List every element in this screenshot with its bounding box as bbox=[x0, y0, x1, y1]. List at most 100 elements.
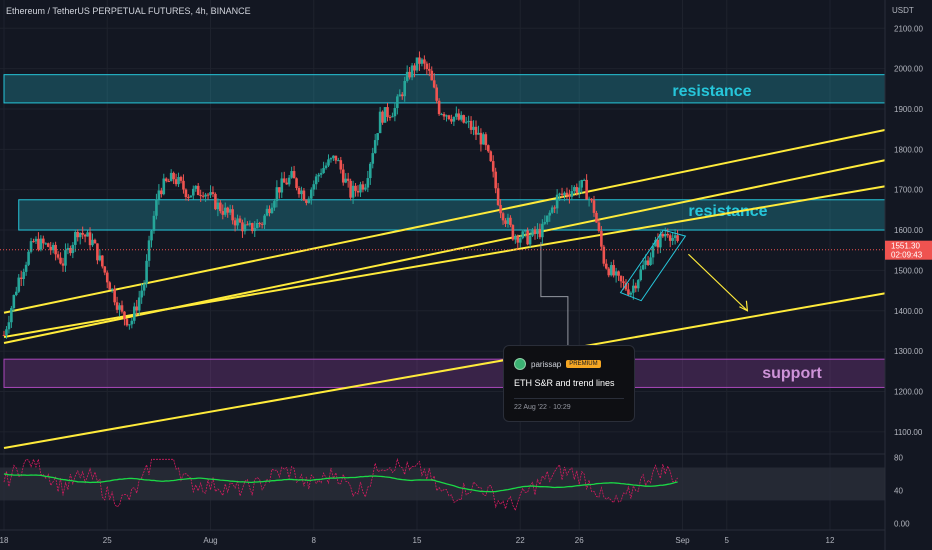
candle-body bbox=[130, 320, 134, 325]
candle-body bbox=[629, 292, 633, 295]
candle-body bbox=[226, 207, 230, 213]
candle-body bbox=[435, 87, 438, 101]
candle-body bbox=[639, 269, 643, 281]
candle-body bbox=[268, 208, 271, 214]
candle-body bbox=[541, 223, 544, 238]
candle-body bbox=[489, 151, 493, 162]
candle-body bbox=[93, 239, 97, 244]
candle-body bbox=[123, 311, 126, 320]
candle-body bbox=[469, 120, 473, 130]
candle-body bbox=[34, 238, 38, 242]
candle-body bbox=[649, 257, 652, 265]
candle-body bbox=[44, 243, 48, 245]
candle-body bbox=[98, 255, 102, 261]
candle-body bbox=[246, 224, 249, 226]
candle-body bbox=[673, 235, 677, 239]
candle-body bbox=[258, 222, 261, 224]
candle-body bbox=[383, 107, 387, 123]
author-name[interactable]: parissap bbox=[531, 359, 562, 369]
candle-body bbox=[491, 161, 495, 172]
candle-body bbox=[66, 247, 70, 251]
candle-body bbox=[292, 171, 296, 179]
candle-body bbox=[128, 324, 131, 326]
candle-body bbox=[132, 306, 136, 321]
candle-body bbox=[76, 231, 80, 238]
candle-body bbox=[592, 200, 596, 213]
candle-body bbox=[337, 160, 340, 162]
projection-arrow-line bbox=[687, 253, 748, 312]
candle-body bbox=[91, 239, 94, 246]
candle-body bbox=[317, 174, 320, 177]
price-tick-label: 2100.00 bbox=[894, 24, 923, 33]
candle-body bbox=[597, 222, 601, 231]
candle-body bbox=[393, 108, 397, 117]
candle-body bbox=[405, 71, 409, 81]
candle-body bbox=[445, 115, 448, 117]
candle-body bbox=[314, 176, 318, 185]
candle-body bbox=[368, 163, 372, 179]
price-tick-label: 1500.00 bbox=[894, 266, 923, 275]
oscillator-tick-label: 80 bbox=[894, 454, 903, 463]
candle-body bbox=[135, 306, 139, 311]
author-avatar bbox=[514, 358, 526, 370]
candle-body bbox=[71, 244, 75, 254]
candle-body bbox=[437, 100, 441, 115]
candle-body bbox=[548, 212, 552, 216]
candle-body bbox=[403, 80, 407, 97]
candle-body bbox=[105, 272, 109, 283]
candle-body bbox=[42, 238, 45, 244]
candle-body bbox=[120, 305, 124, 312]
price-tick-label: 2000.00 bbox=[894, 65, 923, 74]
price-axis-bg bbox=[885, 0, 932, 550]
candle-body bbox=[206, 194, 210, 196]
idea-tooltip[interactable]: parissap PREMIUM ETH S&R and trend lines… bbox=[503, 345, 635, 422]
candle-body bbox=[24, 264, 28, 272]
candle-body bbox=[619, 275, 623, 282]
candle-body bbox=[150, 230, 153, 241]
candle-body bbox=[157, 190, 161, 200]
candle-body bbox=[563, 192, 566, 195]
candle-body bbox=[101, 255, 104, 267]
candle-body bbox=[248, 223, 252, 225]
candle-body bbox=[265, 208, 269, 216]
candle-body bbox=[253, 228, 257, 232]
time-tick-label: 25 bbox=[103, 536, 112, 545]
candle-body bbox=[447, 115, 451, 120]
candle-body bbox=[187, 197, 190, 199]
candle-body bbox=[553, 207, 556, 209]
candle-body bbox=[518, 238, 522, 243]
candle-body bbox=[585, 179, 588, 200]
oscillator-slow-line bbox=[3, 473, 678, 493]
candle-body bbox=[455, 113, 458, 117]
candle-body bbox=[346, 178, 350, 181]
idea-date: 22 Aug '22 · 10:29 bbox=[514, 404, 571, 411]
candle-body bbox=[573, 187, 576, 192]
oscillator-tick-label: 0.00 bbox=[894, 519, 910, 528]
candle-body bbox=[103, 266, 107, 273]
candle-body bbox=[607, 268, 611, 276]
candle-body bbox=[373, 140, 377, 154]
candle-body bbox=[632, 285, 635, 293]
last-price-label: 1551.30 bbox=[891, 242, 920, 251]
candle-body bbox=[634, 285, 638, 289]
price-tick-label: 1200.00 bbox=[894, 387, 923, 396]
candle-body bbox=[442, 114, 446, 117]
idea-title[interactable]: ETH S&R and trend lines bbox=[514, 378, 615, 388]
candle-body bbox=[582, 179, 586, 181]
candle-body bbox=[59, 257, 62, 264]
candle-body bbox=[223, 207, 227, 215]
candle-body bbox=[297, 187, 301, 195]
candle-body bbox=[381, 111, 384, 123]
candle-body bbox=[56, 254, 60, 258]
zone-label-resistance: resistance bbox=[672, 83, 751, 100]
tooltip-divider bbox=[514, 398, 624, 399]
candle-body bbox=[627, 289, 630, 295]
candle-body bbox=[5, 329, 8, 336]
candle-body bbox=[501, 213, 505, 221]
candle-body bbox=[378, 111, 382, 134]
candle-body bbox=[644, 260, 647, 265]
candle-body bbox=[568, 195, 571, 197]
price-tick-label: 1100.00 bbox=[894, 428, 923, 437]
candle-body bbox=[617, 271, 620, 276]
candle-body bbox=[118, 305, 121, 310]
